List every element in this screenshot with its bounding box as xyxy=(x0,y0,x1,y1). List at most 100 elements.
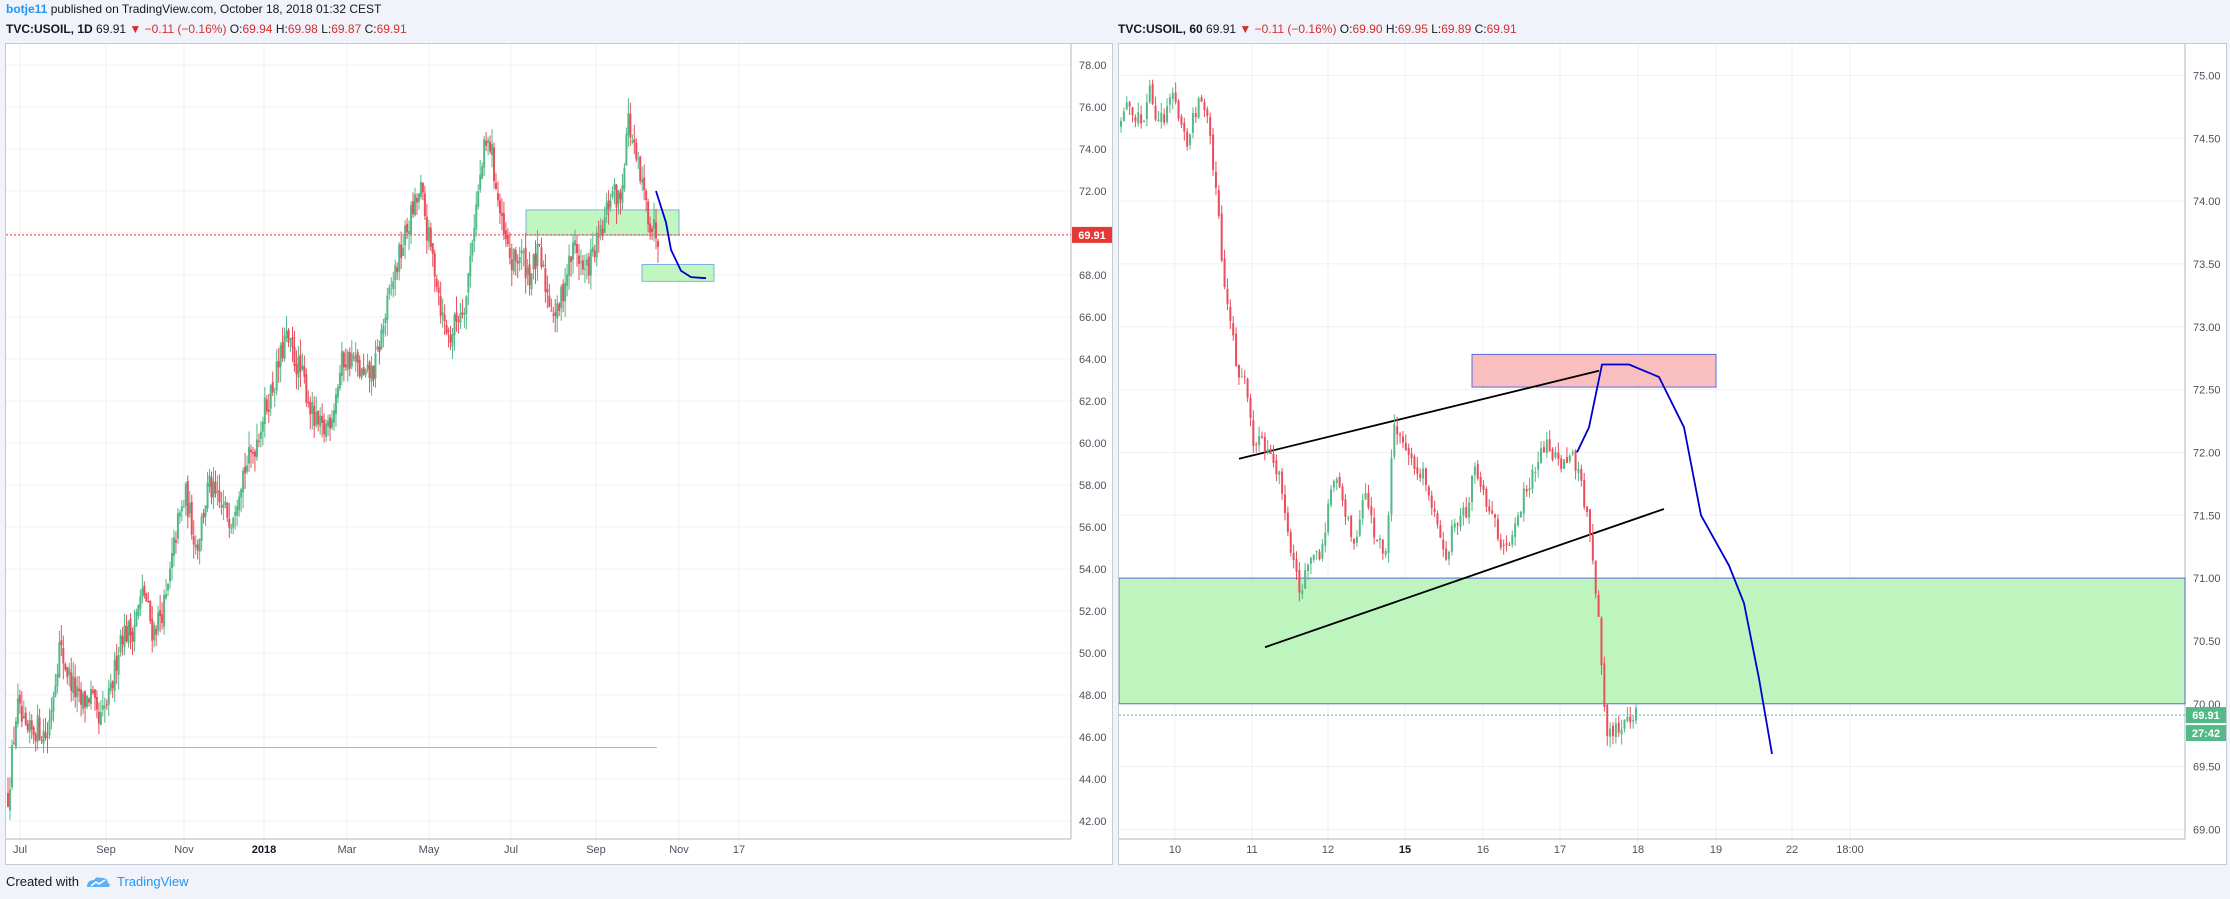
candle-body xyxy=(1183,122,1186,132)
candle-body xyxy=(512,248,515,272)
daily-chart-panel[interactable]: 78.0076.0074.0072.0070.0068.0066.0064.00… xyxy=(5,43,1113,865)
candle xyxy=(653,202,656,242)
candle xyxy=(1283,484,1286,521)
candle xyxy=(621,173,624,210)
candle-body xyxy=(475,204,478,230)
candle xyxy=(1401,430,1404,448)
candle xyxy=(1563,458,1566,470)
candle xyxy=(327,414,330,437)
candle-body xyxy=(1200,97,1203,102)
candle xyxy=(1295,551,1298,580)
candle xyxy=(14,716,17,750)
candle xyxy=(1275,454,1278,482)
candle xyxy=(228,502,231,539)
candle xyxy=(570,256,573,277)
candle xyxy=(149,600,152,625)
candle xyxy=(1496,514,1499,542)
candle-body xyxy=(1568,455,1571,462)
right-symbol[interactable]: TVC:USOIL, 60 xyxy=(1118,22,1203,36)
candle xyxy=(141,574,144,604)
candle-body xyxy=(1361,499,1364,519)
candle-body xyxy=(496,193,499,201)
candle xyxy=(1609,722,1612,748)
right-close-label: C: xyxy=(1474,22,1487,36)
candle xyxy=(1226,278,1229,311)
candle xyxy=(1445,541,1448,561)
candle-body xyxy=(74,677,77,698)
candle-body xyxy=(651,228,654,232)
author-link[interactable]: botje11 xyxy=(6,2,48,16)
candle-body xyxy=(374,353,377,379)
candle-body xyxy=(1166,106,1169,122)
candle-body xyxy=(208,475,211,487)
candle-body xyxy=(603,217,606,233)
candle xyxy=(502,201,505,241)
tradingview-brand[interactable]: TradingView xyxy=(116,874,189,889)
candle xyxy=(625,127,628,166)
candle-body xyxy=(1220,213,1223,261)
candle-body xyxy=(307,401,310,404)
right-change: ▼ −0.11 (−0.16%) xyxy=(1239,22,1337,36)
candle-body xyxy=(1623,719,1626,729)
candle xyxy=(257,433,260,448)
candle xyxy=(89,680,92,710)
candle-body xyxy=(1353,539,1356,544)
candle xyxy=(271,371,274,397)
bar-countdown-label: 27:42 xyxy=(2192,728,2220,740)
candle-body xyxy=(498,200,501,214)
hourly-chart-svg[interactable]: 75.00 74.50 74.00 73.50 73.00 72.50 72.00 71.50… xyxy=(1119,44,2226,864)
candle-body xyxy=(441,312,444,315)
hourly-chart-panel[interactable]: 75.00 74.50 74.00 73.50 73.00 72.50 72.00 71.50… xyxy=(1118,43,2227,865)
candle xyxy=(546,275,549,309)
candle xyxy=(1560,454,1563,473)
candle xyxy=(581,254,584,276)
candle xyxy=(1473,462,1476,484)
candle xyxy=(1252,410,1255,453)
candle-body xyxy=(1140,114,1143,124)
candle xyxy=(1120,117,1122,133)
candle xyxy=(574,229,577,254)
candle xyxy=(186,475,189,529)
candle xyxy=(287,328,290,348)
candle xyxy=(356,349,359,377)
candle-body xyxy=(220,505,223,508)
x-tick-label: May xyxy=(419,844,440,856)
candle xyxy=(1514,517,1517,547)
candle xyxy=(1597,590,1600,618)
candle xyxy=(1548,430,1551,453)
candle xyxy=(611,186,614,200)
candle-body xyxy=(1332,481,1335,488)
candle-body xyxy=(1318,551,1321,560)
candle xyxy=(1140,105,1143,129)
candle xyxy=(477,184,480,210)
candle-body xyxy=(1168,97,1171,105)
candle xyxy=(80,682,83,717)
candle-body xyxy=(1298,570,1301,593)
candle xyxy=(1145,93,1148,127)
candle xyxy=(1312,554,1315,563)
created-with-label: Created with xyxy=(6,874,79,889)
candle xyxy=(635,138,638,163)
y-tick-label: 72.50 xyxy=(2193,385,2221,397)
left-close-label: C: xyxy=(364,22,377,36)
candle xyxy=(129,613,132,650)
x-tick-label: Nov xyxy=(669,844,689,856)
candle xyxy=(1531,464,1534,494)
projection-curve xyxy=(1576,363,1773,755)
candle xyxy=(524,232,527,294)
candle-body xyxy=(1548,439,1551,451)
candle-body xyxy=(641,179,644,183)
candle-body xyxy=(633,139,636,143)
daily-chart-svg[interactable]: 78.0076.0074.0072.0070.0068.0066.0064.00… xyxy=(6,44,1112,864)
candle xyxy=(1174,82,1177,105)
tradingview-logo-icon[interactable] xyxy=(85,875,111,889)
candle-body xyxy=(583,268,586,270)
candle xyxy=(1557,442,1560,466)
candle xyxy=(30,714,33,740)
left-symbol[interactable]: TVC:USOIL, 1D xyxy=(6,22,93,36)
candle xyxy=(192,520,195,559)
left-high: 69.98 xyxy=(287,22,318,36)
candle-body xyxy=(1266,449,1269,454)
candle-body xyxy=(445,324,448,334)
candle-body xyxy=(625,133,628,166)
